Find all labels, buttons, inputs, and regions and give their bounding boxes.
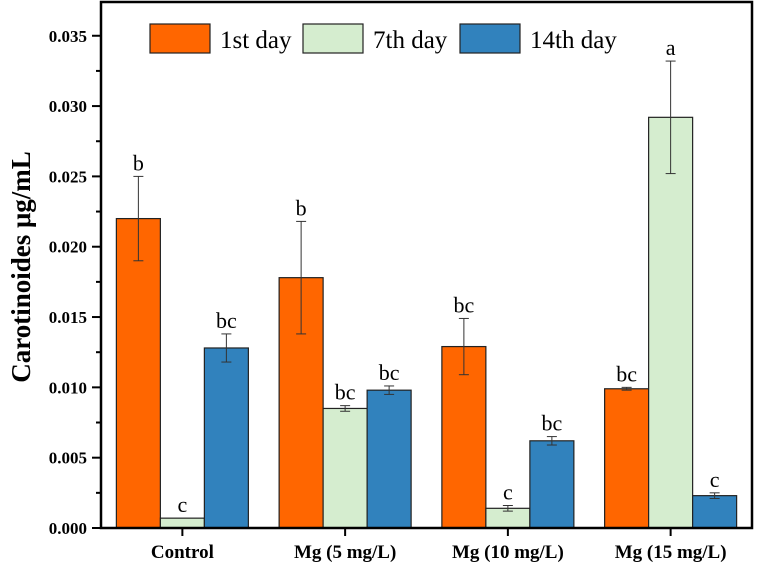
bar	[203, 347, 249, 529]
y-tick-label: 0.030	[49, 97, 87, 116]
x-tick-label: Control	[151, 542, 214, 563]
y-tick-label: 0.035	[49, 27, 87, 46]
y-tick-label: 0.020	[49, 238, 87, 257]
legend-swatch	[302, 23, 364, 54]
significance-label: c	[503, 479, 513, 504]
x-tick-label: Mg (10 mg/L)	[452, 542, 564, 563]
plot-frame	[99, 0, 754, 530]
significance-label: bc	[453, 292, 474, 317]
axes-layer: 0.000 0.005 0.010 0.015 0.020 0.025 0.030 0.035…	[49, 0, 754, 563]
bar	[322, 407, 368, 529]
bar	[115, 217, 161, 529]
bar	[441, 345, 487, 529]
significance-label: bc	[616, 361, 637, 386]
bar	[692, 495, 738, 529]
bar	[648, 116, 694, 529]
y-tick-label: 0.015	[49, 308, 87, 327]
y-tick-label: 0.000	[49, 519, 87, 538]
legend: 1st day 7th day 14th day	[149, 23, 617, 54]
y-tick-label: 0.005	[49, 449, 87, 468]
significance-label: bc	[379, 360, 400, 385]
legend-swatch	[149, 23, 211, 54]
legend-swatch	[459, 23, 521, 54]
y-tick-label: 0.025	[49, 167, 87, 186]
legend-label: 14th day	[530, 27, 617, 54]
y-axis-label: Carotinoides μg/mL	[6, 151, 36, 383]
significance-label: c	[710, 467, 720, 492]
significance-label: a	[666, 35, 676, 60]
significance-label: b	[296, 195, 307, 220]
significance-label: bc	[541, 411, 562, 436]
bar	[366, 389, 412, 529]
y-tick-label: 0.010	[49, 378, 87, 397]
significance-label: b	[133, 150, 144, 175]
x-tick-label: Mg (5 mg/L)	[294, 542, 396, 563]
x-tick-label: Mg (15 mg/L)	[615, 542, 727, 563]
significance-label: bc	[335, 380, 356, 405]
significance-label: bc	[216, 308, 237, 333]
bar	[604, 388, 650, 529]
legend-label: 1st day	[220, 27, 292, 54]
bar	[159, 517, 205, 529]
legend-label: 7th day	[373, 27, 448, 54]
significance-label: c	[177, 492, 187, 517]
bar	[529, 440, 575, 529]
